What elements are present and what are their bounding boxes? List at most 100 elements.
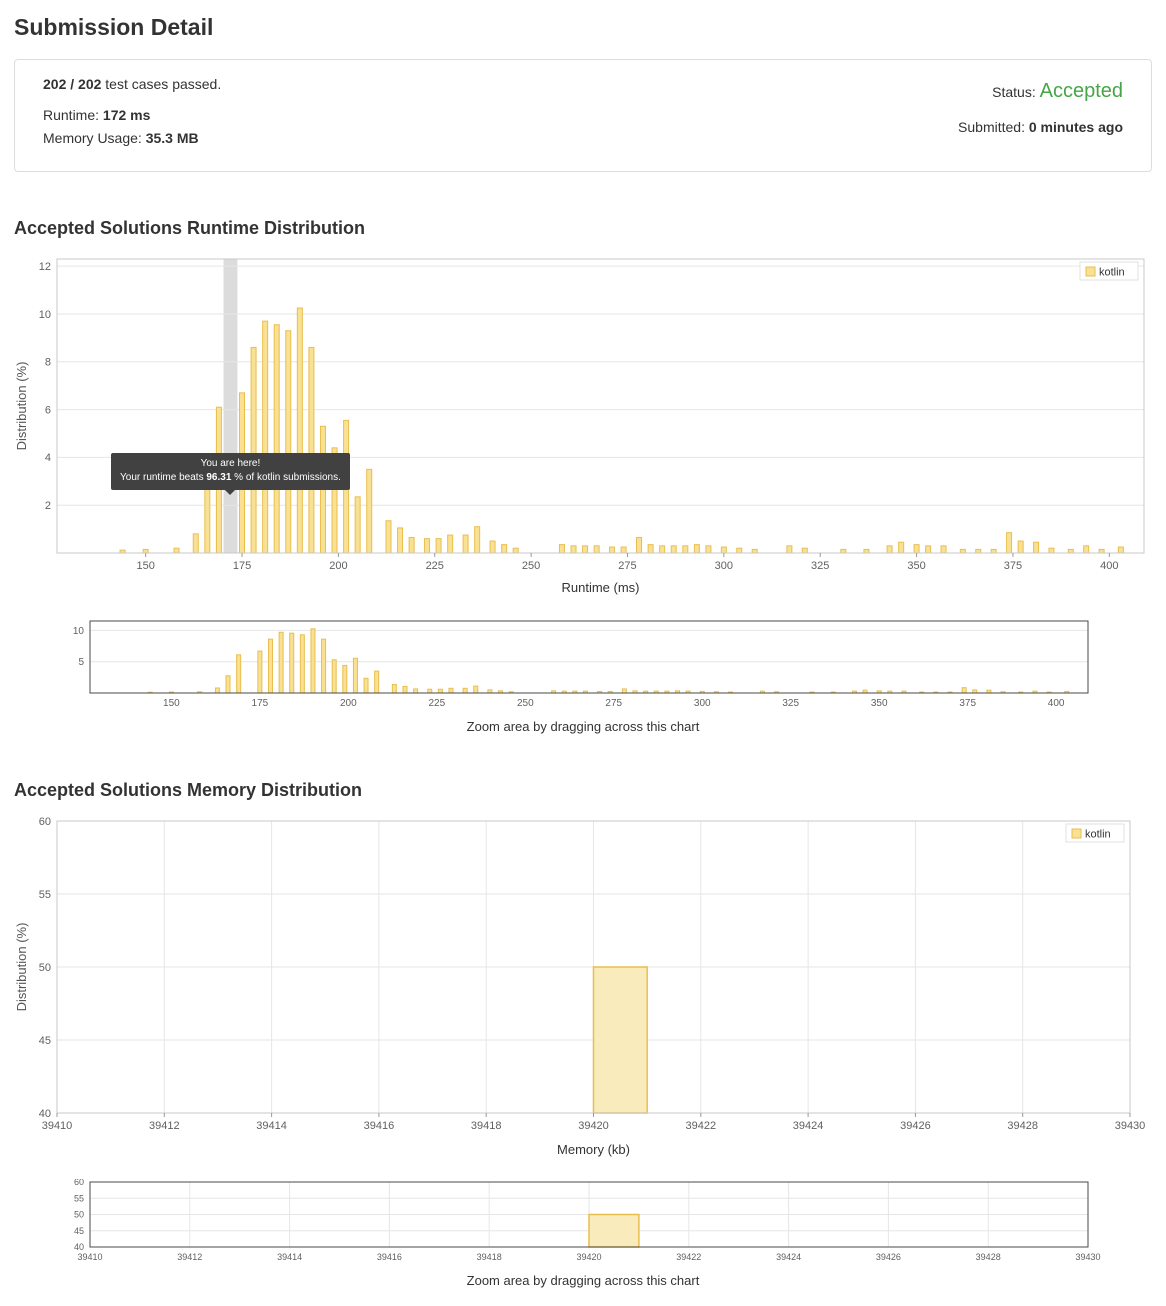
svg-text:300: 300: [715, 560, 733, 572]
svg-text:55: 55: [39, 889, 51, 901]
tooltip-line2: Your runtime beats 96.31 % of kotlin sub…: [120, 472, 341, 483]
svg-text:50: 50: [74, 1210, 84, 1220]
svg-text:39422: 39422: [676, 1252, 701, 1262]
svg-text:39412: 39412: [177, 1252, 202, 1262]
svg-text:Runtime (ms): Runtime (ms): [561, 580, 639, 595]
svg-text:39422: 39422: [686, 1120, 717, 1132]
svg-text:39418: 39418: [471, 1120, 502, 1132]
svg-text:39414: 39414: [256, 1120, 287, 1132]
svg-text:12: 12: [39, 261, 51, 273]
svg-text:Distribution (%): Distribution (%): [14, 923, 29, 1012]
svg-text:225: 225: [428, 698, 445, 709]
svg-text:kotlin: kotlin: [1085, 829, 1111, 841]
runtime-section-heading: Accepted Solutions Runtime Distribution: [14, 218, 366, 238]
svg-text:375: 375: [959, 698, 976, 709]
legend-kotlin: kotlin: [1065, 823, 1125, 843]
tooltip-arrow-icon: [225, 490, 236, 495]
svg-text:200: 200: [340, 698, 357, 709]
svg-text:400: 400: [1100, 560, 1118, 572]
svg-text:Distribution (%): Distribution (%): [14, 362, 29, 451]
svg-text:39420: 39420: [578, 1120, 609, 1132]
svg-text:175: 175: [252, 698, 269, 709]
status-badge: Accepted: [1039, 80, 1123, 102]
page-title: Submission Detail: [14, 14, 214, 40]
legend-kotlin: kotlin: [1079, 261, 1139, 281]
status: Status: Accepted: [958, 80, 1123, 103]
svg-text:40: 40: [39, 1108, 51, 1120]
svg-text:325: 325: [811, 560, 829, 572]
svg-text:39414: 39414: [277, 1252, 302, 1262]
svg-text:39412: 39412: [149, 1120, 180, 1132]
svg-text:200: 200: [329, 560, 347, 572]
submitted-value: 0 minutes ago: [1028, 119, 1123, 135]
memory-distribution-chart[interactable]: 39410 39412 39414 39416 39418 39420 39422 39424…: [14, 815, 1152, 1159]
memory-stat: Memory Usage: 35.3 MB: [43, 130, 221, 146]
summary-right: Status: Accepted Submitted: 0 minutes ag…: [958, 76, 1123, 153]
svg-text:325: 325: [782, 698, 799, 709]
svg-text:39416: 39416: [377, 1252, 402, 1262]
svg-text:375: 375: [1004, 560, 1022, 572]
svg-text:10: 10: [73, 626, 85, 637]
submission-summary: 202 / 202 test cases passed. Runtime: 17…: [14, 59, 1152, 172]
svg-text:150: 150: [136, 560, 154, 572]
svg-text:8: 8: [45, 357, 51, 369]
svg-text:39426: 39426: [876, 1252, 901, 1262]
testcases-text: test cases passed.: [105, 76, 222, 92]
beats-percent: 96.31: [206, 472, 232, 483]
svg-text:39430: 39430: [1115, 1120, 1146, 1132]
svg-text:350: 350: [907, 560, 925, 572]
testcases-count: 202 / 202: [43, 76, 102, 92]
svg-text:39428: 39428: [976, 1252, 1001, 1262]
svg-text:5: 5: [78, 657, 84, 668]
svg-text:40: 40: [74, 1242, 84, 1252]
tooltip-line1: You are here!: [200, 458, 261, 469]
runtime-distribution-chart[interactable]: 150 175 200 225 250 275 300 325 350 375 400 2 4 6 8 10 1…: [14, 253, 1152, 597]
submitted-label: Submitted:: [958, 119, 1025, 135]
memory-zoom-navigator[interactable]: 39410 39412 39414 39416 39418 39420 39422 39424…: [14, 1179, 1152, 1267]
svg-text:4: 4: [45, 452, 51, 464]
svg-text:400: 400: [1048, 698, 1065, 709]
runtime-zoom-navigator[interactable]: 150 175 200 225 250 275 300 325 350 375 400 5 10: [14, 617, 1152, 713]
svg-text:250: 250: [522, 560, 540, 572]
status-label: Status:: [992, 84, 1036, 100]
svg-text:300: 300: [694, 698, 711, 709]
svg-text:60: 60: [74, 1179, 84, 1187]
memory-histogram-svg: 39410 39412 39414 39416 39418 39420 39422 39424…: [14, 816, 1146, 1157]
svg-text:225: 225: [426, 560, 444, 572]
runtime-navigator-svg: 150 175 200 225 250 275 300 325 350 375 400 5 10: [73, 620, 1089, 709]
memory-label: Memory Usage:: [43, 130, 142, 146]
runtime-label: Runtime:: [43, 107, 100, 123]
svg-text:150: 150: [163, 698, 180, 709]
memory-value: 35.3 MB: [145, 130, 199, 146]
svg-text:275: 275: [618, 560, 636, 572]
runtime-value: 172 ms: [102, 107, 151, 123]
runtime-zoom-hint: Zoom area by dragging across this chart: [466, 719, 700, 734]
svg-text:60: 60: [39, 816, 51, 828]
svg-text:kotlin: kotlin: [1099, 267, 1125, 279]
svg-text:6: 6: [45, 404, 51, 416]
svg-text:350: 350: [871, 698, 888, 709]
testcases-passed: 202 / 202 test cases passed.: [43, 76, 221, 92]
svg-text:55: 55: [74, 1193, 84, 1203]
svg-text:39430: 39430: [1075, 1252, 1100, 1262]
svg-text:39428: 39428: [1007, 1120, 1038, 1132]
svg-text:39416: 39416: [364, 1120, 395, 1132]
svg-text:175: 175: [233, 560, 251, 572]
svg-text:2: 2: [45, 500, 51, 512]
svg-text:50: 50: [39, 962, 51, 974]
runtime-stat: Runtime: 172 ms: [43, 107, 221, 123]
svg-text:45: 45: [74, 1226, 84, 1236]
svg-text:39424: 39424: [793, 1120, 824, 1132]
svg-text:39410: 39410: [42, 1120, 73, 1132]
svg-text:39420: 39420: [576, 1252, 601, 1262]
runtime-histogram-svg: 150 175 200 225 250 275 300 325 350 375 400 2 4 6 8 10 1…: [14, 258, 1145, 595]
svg-text:250: 250: [517, 698, 534, 709]
svg-text:275: 275: [605, 698, 622, 709]
svg-text:10: 10: [39, 309, 51, 321]
memory-section-heading: Accepted Solutions Memory Distribution: [14, 780, 363, 800]
svg-text:39410: 39410: [77, 1252, 102, 1262]
submitted-time: Submitted: 0 minutes ago: [958, 119, 1123, 135]
svg-text:39418: 39418: [477, 1252, 502, 1262]
svg-text:39426: 39426: [900, 1120, 931, 1132]
